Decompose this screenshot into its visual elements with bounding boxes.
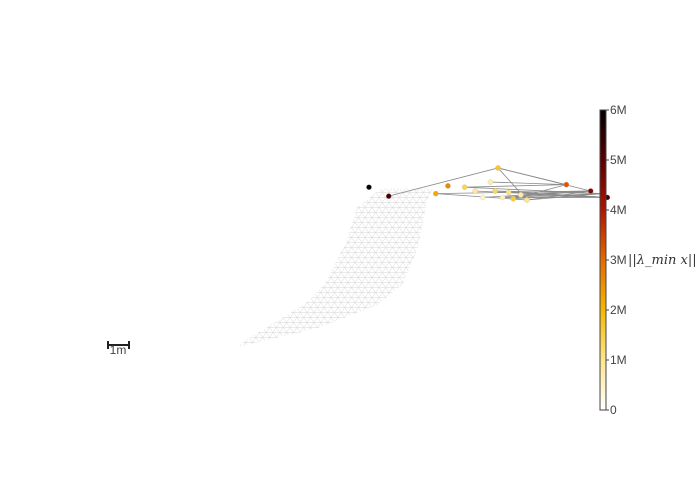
colorbar-tick-label: 3M — [610, 253, 627, 267]
connection-line — [388, 167, 499, 197]
data-point — [505, 189, 512, 196]
colorbar-tick-label: 2M — [610, 303, 627, 317]
data-points — [366, 165, 611, 203]
data-point — [461, 184, 468, 190]
data-point — [366, 184, 372, 190]
data-point — [510, 195, 516, 202]
connection-line — [464, 184, 567, 188]
mesh-structure — [235, 188, 433, 348]
connection-line — [526, 190, 591, 201]
data-point — [480, 194, 486, 201]
colorbar-tick-label: 1M — [610, 353, 627, 367]
data-point — [492, 188, 498, 194]
data-point — [487, 179, 494, 185]
data-point — [433, 190, 439, 197]
data-point — [472, 188, 479, 194]
data-point — [518, 192, 524, 198]
data-point — [587, 188, 594, 194]
data-point — [385, 193, 392, 199]
colorbar-tick-label: 4M — [610, 203, 627, 217]
data-point — [499, 194, 506, 201]
colorbar-title: ||λ_min x|| — [628, 253, 697, 268]
mesh-lattice — [235, 188, 433, 348]
colorbar: 0 1M 2M 3M 4M 5M 6M ||λ_min x|| — [599, 103, 697, 417]
colorbar-ticks: 0 1M 2M 3M 4M 5M 6M — [606, 103, 627, 417]
connection-line — [508, 190, 591, 193]
colorbar-gradient — [599, 109, 607, 411]
connection-line — [490, 181, 567, 186]
colorbar-tick-label: 6M — [610, 103, 627, 117]
data-point — [495, 165, 501, 171]
colorbar-tick-label: 0 — [610, 403, 617, 417]
colorbar-tick-label: 5M — [610, 153, 627, 167]
data-point — [563, 181, 570, 188]
data-point — [524, 197, 530, 203]
scale-bar-label: 1m — [110, 343, 127, 357]
scale-bar: 1m — [107, 341, 130, 357]
connection-line — [502, 190, 591, 198]
data-point — [445, 183, 451, 189]
connection-line — [497, 167, 567, 186]
connection-line — [526, 193, 603, 201]
connection-line — [495, 190, 603, 194]
mesh-lattice-lines — [235, 188, 433, 348]
